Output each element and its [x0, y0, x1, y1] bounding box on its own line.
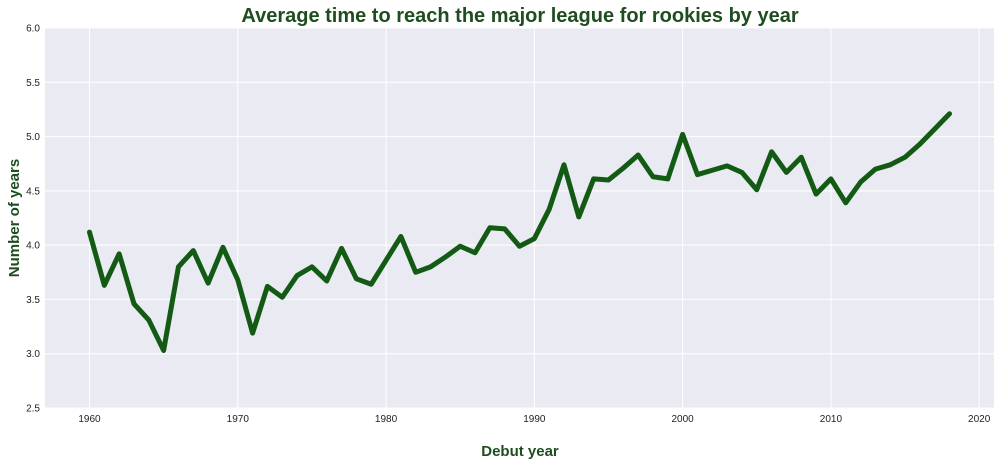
y-tick-label: 3.0	[26, 349, 40, 360]
x-tick-labels: 1960 1970 1980 1990 2000 2010 2020	[78, 414, 990, 425]
y-gridlines	[45, 27, 994, 409]
plot-area	[45, 28, 994, 408]
y-tick-label: 3.5	[26, 295, 40, 306]
x-tick-label: 2000	[671, 414, 694, 425]
series-line	[86, 111, 953, 353]
y-tick-label: 6.0	[26, 24, 40, 35]
x-tick-label: 1970	[227, 414, 250, 425]
y-tick-label: 5.5	[26, 78, 40, 89]
x-tick-label: 1990	[523, 414, 546, 425]
x-tick-label: 2010	[820, 414, 843, 425]
y-tick-label: 5.0	[26, 132, 40, 143]
x-tick-label: 1960	[78, 414, 101, 425]
x-axis-label: Debut year	[481, 443, 559, 460]
y-tick-label: 2.5	[26, 404, 40, 415]
chart-title: Average time to reach the major league f…	[241, 5, 798, 27]
x-gridlines	[88, 28, 980, 408]
y-tick-label: 4.0	[26, 241, 40, 252]
x-tick-label: 1980	[375, 414, 398, 425]
y-tick-labels: 2.5 3.0 3.5 4.0 4.5 5.0 5.5 6.0	[26, 24, 40, 415]
y-axis-label: Number of years	[6, 159, 23, 277]
x-tick-label: 2020	[968, 414, 991, 425]
y-tick-label: 4.5	[26, 186, 40, 197]
